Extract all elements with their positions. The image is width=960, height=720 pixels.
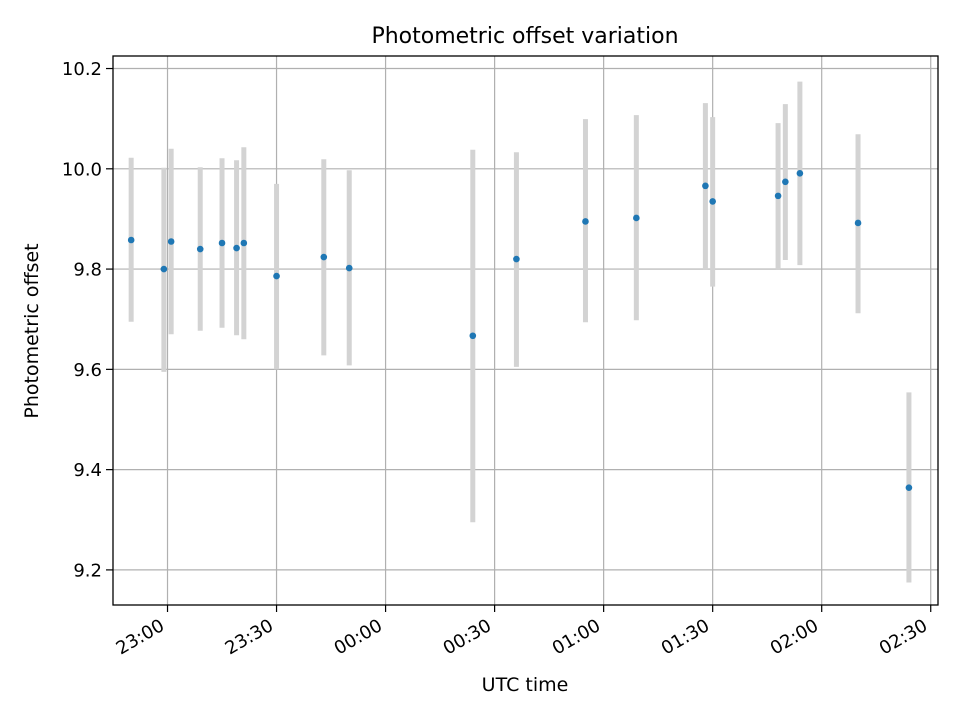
data-point <box>240 239 248 247</box>
plot-frame <box>112 55 939 606</box>
y-tick-label: 9.6 <box>73 360 102 381</box>
data-point <box>320 253 328 261</box>
data-point <box>469 332 477 340</box>
data-point <box>160 265 168 273</box>
data-point <box>233 244 240 252</box>
data-point <box>702 182 709 190</box>
data-point <box>196 245 204 253</box>
data-point <box>905 484 913 491</box>
data-point <box>774 192 782 200</box>
x-axis-label: UTC time <box>482 674 569 696</box>
y-tick-label: 10.0 <box>62 159 102 180</box>
data-point <box>513 255 520 263</box>
data-point <box>218 239 226 247</box>
data-point <box>854 219 862 227</box>
data-point <box>127 236 135 244</box>
chart-title: Photometric offset variation <box>371 24 678 49</box>
y-tick-label: 10.2 <box>62 59 102 80</box>
data-point <box>782 178 789 186</box>
data-point <box>582 218 589 225</box>
y-axis-label: Photometric offset <box>21 243 43 418</box>
data-point <box>633 214 640 222</box>
data-point <box>167 238 175 245</box>
y-axis: 9.2 9.4 9.6 9.8 10.0 10.2 <box>62 59 113 581</box>
data-point <box>345 264 353 272</box>
y-tick-label: 9.4 <box>73 460 102 481</box>
data-point <box>709 198 716 205</box>
y-tick-label: 9.2 <box>73 560 102 581</box>
y-tick-label: 9.8 <box>73 260 102 281</box>
data-point <box>796 170 804 177</box>
data-point <box>273 272 280 280</box>
data-points <box>127 170 913 491</box>
